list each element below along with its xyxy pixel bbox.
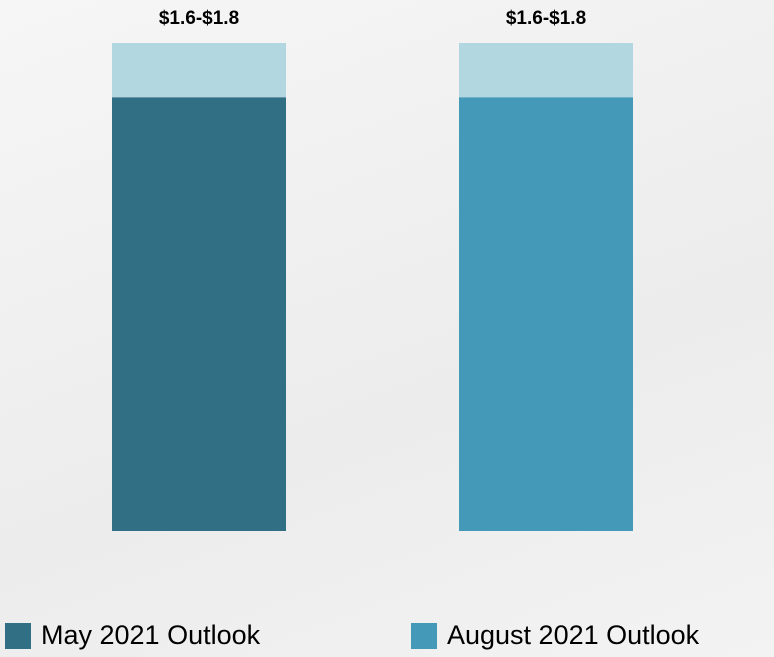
range-segment xyxy=(459,43,633,98)
legend-swatch xyxy=(5,623,31,649)
legend-label: August 2021 Outlook xyxy=(447,620,700,650)
value-label: $1.6-$1.8 xyxy=(159,8,239,29)
legend-swatch xyxy=(411,623,437,649)
bar xyxy=(459,97,633,531)
range-segment xyxy=(112,43,286,98)
bar xyxy=(112,97,286,531)
value-label: $1.6-$1.8 xyxy=(506,8,586,29)
legend-label: May 2021 Outlook xyxy=(41,620,261,650)
